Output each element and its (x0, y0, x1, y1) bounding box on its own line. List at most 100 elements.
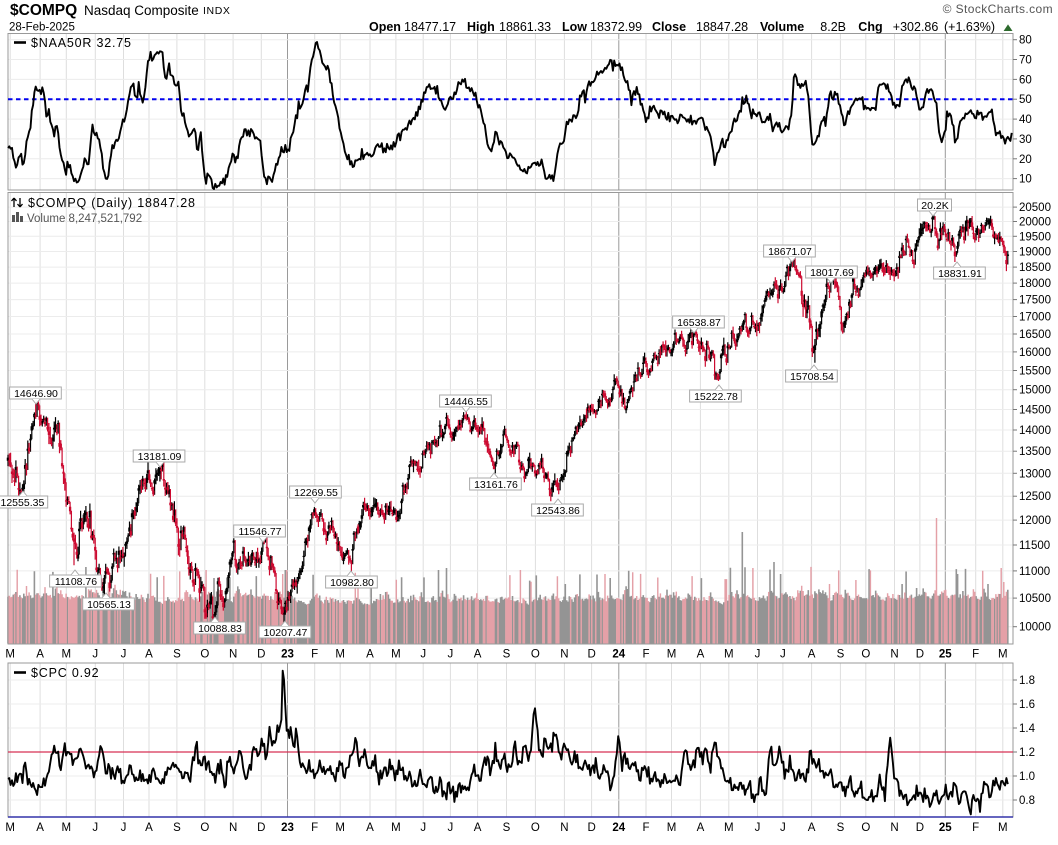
svg-text:A: A (366, 649, 374, 661)
svg-text:J: J (780, 822, 786, 834)
svg-text:19000: 19000 (1019, 247, 1051, 259)
svg-text:A: A (36, 649, 44, 661)
svg-text:F: F (972, 822, 979, 834)
svg-text:17000: 17000 (1019, 312, 1051, 324)
svg-text:M: M (998, 649, 1008, 661)
svg-text:10500: 10500 (1019, 593, 1051, 605)
svg-text:M: M (335, 649, 345, 661)
svg-text:8.2B: 8.2B (820, 20, 846, 34)
svg-text:17500: 17500 (1019, 295, 1051, 307)
svg-text:J: J (92, 649, 98, 661)
svg-text:Volume: Volume (760, 20, 804, 34)
svg-text:D: D (916, 649, 924, 661)
svg-text:D: D (587, 822, 595, 834)
svg-text:S: S (837, 649, 845, 661)
svg-text:F: F (311, 822, 318, 834)
svg-text:10000: 10000 (1019, 622, 1051, 634)
svg-text:(+1.63%): (+1.63%) (944, 20, 995, 34)
svg-text:10088.83: 10088.83 (198, 623, 242, 635)
svg-text:20: 20 (1019, 154, 1032, 166)
svg-text:A: A (36, 822, 44, 834)
svg-text:11000: 11000 (1019, 566, 1050, 578)
svg-text:Close: Close (652, 20, 686, 34)
svg-text:J: J (92, 822, 98, 834)
svg-text:N: N (890, 822, 898, 834)
svg-text:15000: 15000 (1019, 385, 1051, 397)
svg-text:23: 23 (281, 822, 294, 834)
svg-text:1.8: 1.8 (1019, 675, 1035, 687)
svg-text:S: S (173, 649, 181, 661)
svg-text:F: F (311, 649, 318, 661)
svg-text:24: 24 (612, 822, 625, 834)
svg-text:15708.54: 15708.54 (790, 371, 834, 383)
svg-text:18017.69: 18017.69 (810, 267, 854, 279)
svg-text:M: M (724, 649, 734, 661)
svg-text:N: N (890, 649, 898, 661)
svg-text:13161.76: 13161.76 (474, 479, 518, 491)
svg-text:18500: 18500 (1019, 262, 1051, 274)
svg-text:© StockCharts.com: © StockCharts.com (943, 2, 1053, 16)
svg-text:0.8: 0.8 (1019, 795, 1035, 807)
svg-text:J: J (755, 822, 761, 834)
svg-text:10207.47: 10207.47 (264, 627, 308, 639)
svg-text:10565.13: 10565.13 (87, 599, 131, 611)
svg-text:M: M (5, 822, 15, 834)
svg-text:A: A (145, 822, 153, 834)
svg-text:1.0: 1.0 (1019, 771, 1035, 783)
svg-text:$COMPQ (Daily) 18847.28: $COMPQ (Daily) 18847.28 (28, 196, 196, 210)
svg-text:$CPC 0.92: $CPC 0.92 (31, 666, 99, 680)
svg-text:12500: 12500 (1019, 491, 1051, 503)
svg-text:20.2K: 20.2K (921, 200, 948, 212)
svg-text:J: J (448, 822, 454, 834)
svg-text:Low: Low (562, 20, 587, 34)
svg-text:D: D (587, 649, 595, 661)
svg-text:J: J (121, 822, 127, 834)
svg-text:Volume 8,247,521,792: Volume 8,247,521,792 (27, 213, 142, 225)
svg-text:14000: 14000 (1019, 425, 1051, 437)
svg-text:O: O (861, 649, 870, 661)
svg-text:18000: 18000 (1019, 278, 1051, 290)
svg-text:60: 60 (1019, 74, 1032, 86)
svg-text:12543.86: 12543.86 (536, 505, 580, 517)
svg-text:M: M (62, 649, 72, 661)
svg-text:Nasdaq Composite: Nasdaq Composite (84, 3, 199, 18)
svg-text:M: M (667, 822, 677, 834)
svg-text:1.6: 1.6 (1019, 699, 1035, 711)
svg-text:12000: 12000 (1019, 515, 1051, 527)
svg-text:J: J (780, 649, 786, 661)
svg-text:18831.91: 18831.91 (938, 268, 982, 280)
svg-text:M: M (391, 649, 401, 661)
svg-text:80: 80 (1019, 35, 1032, 47)
svg-text:J: J (420, 649, 426, 661)
svg-text:N: N (560, 649, 568, 661)
svg-text:F: F (972, 649, 979, 661)
svg-text:50: 50 (1019, 94, 1032, 106)
svg-text:40: 40 (1019, 114, 1032, 126)
svg-text:O: O (861, 822, 870, 834)
svg-text:O: O (200, 649, 209, 661)
svg-text:A: A (474, 649, 482, 661)
svg-text:25: 25 (939, 822, 952, 834)
svg-text:N: N (229, 822, 237, 834)
svg-text:23: 23 (281, 649, 294, 661)
svg-text:A: A (697, 649, 705, 661)
svg-text:A: A (474, 822, 482, 834)
svg-text:16000: 16000 (1019, 347, 1051, 359)
svg-text:S: S (173, 822, 181, 834)
svg-text:10: 10 (1019, 174, 1032, 186)
svg-text:Chg: Chg (858, 20, 882, 34)
svg-text:24: 24 (612, 649, 625, 661)
svg-text:S: S (503, 822, 511, 834)
svg-text:+302.86: +302.86 (893, 20, 939, 34)
svg-text:S: S (503, 649, 511, 661)
svg-text:N: N (560, 822, 568, 834)
svg-text:M: M (62, 822, 72, 834)
svg-text:11108.76: 11108.76 (55, 576, 97, 588)
svg-text:13181.09: 13181.09 (138, 451, 182, 463)
svg-text:A: A (366, 822, 374, 834)
svg-text:D: D (257, 649, 265, 661)
svg-text:A: A (697, 822, 705, 834)
svg-text:J: J (448, 649, 454, 661)
svg-text:15500: 15500 (1019, 366, 1051, 378)
svg-text:O: O (531, 822, 540, 834)
